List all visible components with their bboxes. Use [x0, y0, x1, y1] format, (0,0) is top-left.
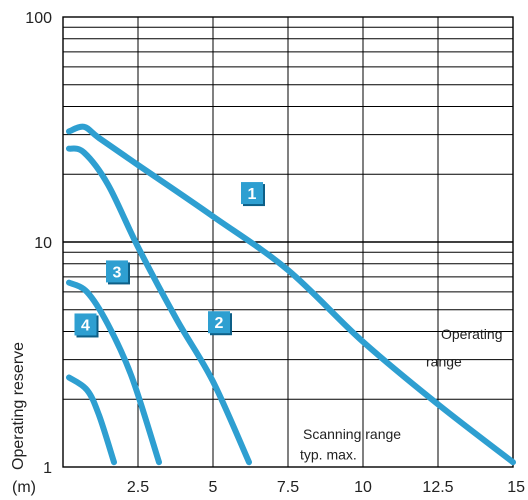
series-badges: 1 2 3 4	[74, 182, 265, 338]
series-line-3	[66, 279, 162, 466]
x-tick-label: 15	[507, 479, 525, 496]
plot-frame	[62, 16, 514, 468]
badge-box	[208, 311, 230, 334]
y-tick-label: 10	[34, 235, 52, 252]
plot-border	[62, 16, 514, 468]
x-tick-label: 12.5	[422, 479, 453, 496]
badge-box	[241, 182, 263, 205]
series-badge-4: 4	[74, 313, 99, 338]
series-badge-3: 3	[106, 260, 130, 285]
badge-box	[106, 260, 128, 283]
series-lines	[66, 123, 516, 466]
badge-label: 1	[248, 186, 257, 203]
badge-label: 3	[113, 264, 122, 281]
annotation-text: typ. max.	[300, 446, 357, 462]
series-badge-2: 2	[208, 311, 232, 336]
y-tick-label: 1	[43, 460, 52, 477]
series-badge-1: 1	[241, 182, 265, 207]
y-tick-label: 100	[25, 10, 52, 27]
annotations: Operating range Scanning range typ. max.	[300, 326, 502, 462]
x-tick-label: 2.5	[127, 479, 149, 496]
series-line-2	[66, 145, 252, 466]
annotation-text: Scanning range	[303, 426, 401, 442]
series-line-1	[66, 123, 516, 466]
y-axis-title: Operating reserve	[10, 342, 27, 470]
annotation-text: Operating	[441, 326, 502, 342]
x-tick-label: 7.5	[277, 479, 299, 496]
x-tick-label: 10	[354, 479, 372, 496]
badge-label: 4	[81, 317, 90, 334]
grid	[63, 17, 513, 467]
annotation-text: range	[426, 353, 462, 369]
x-tick-label: 5	[209, 479, 218, 496]
series-line-4	[66, 374, 117, 466]
x-axis-unit-label: (m)	[12, 479, 36, 496]
badge-box	[74, 313, 97, 336]
tick-labels: 2.5 5 7.5 10 12.5 15 1 10 100	[25, 10, 525, 496]
badge-label: 2	[215, 315, 224, 332]
